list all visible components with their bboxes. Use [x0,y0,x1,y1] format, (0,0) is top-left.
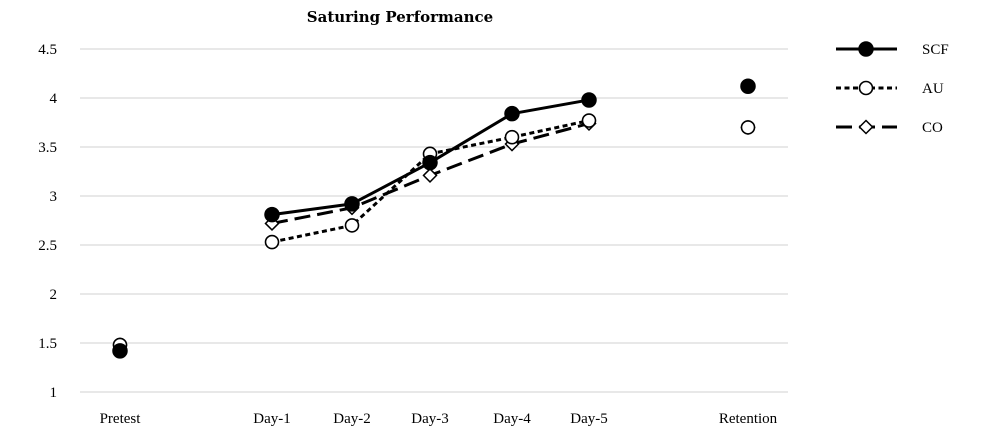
x-tick-label: Day-1 [253,411,291,427]
y-tick-label: 2.5 [38,238,57,254]
x-axis-ticks: Pretest Day-1 Day-2 Day-3 Day-4 Day-5 Retentio… [100,411,778,427]
data-point-scf [264,206,280,223]
x-tick-label: Day-3 [411,411,449,427]
legend-label-au: AU [922,81,944,97]
y-tick-label: 1.5 [38,336,57,352]
y-tick-label: 4.5 [38,42,57,58]
x-tick-label: Day-5 [570,411,608,427]
y-tick-label: 3.5 [38,140,57,156]
x-tick-label: Pretest [100,411,142,427]
data-point-scf [112,343,128,359]
series-au [112,113,756,353]
legend-item-co: CO [836,119,943,136]
data-point-au [264,234,280,250]
data-point-scf [740,78,756,94]
data-point-au [504,129,520,145]
data-point-scf [344,196,360,212]
x-tick-label: Retention [719,411,778,427]
data-point-scf [422,154,438,171]
gridlines [80,48,788,393]
data-point-co [422,167,438,183]
legend-item-au: AU [836,80,944,97]
data-point-au [581,113,597,128]
y-tick-label: 1 [50,385,58,401]
data-point-au [344,218,360,233]
y-tick-label: 4 [50,91,58,107]
series-scf [112,78,756,359]
legend-label-co: CO [922,120,943,136]
x-tick-label: Day-2 [333,411,371,427]
legend-marker-scf [858,41,874,57]
x-tick-label: Day-4 [493,411,531,427]
y-tick-label: 3 [50,189,58,205]
legend-marker-co [858,119,874,135]
legend-item-scf: SCF [836,41,949,58]
legend-marker-au [858,80,874,96]
legend-label-scf: SCF [922,42,949,58]
data-point-au [740,120,756,135]
series-group [112,78,756,359]
data-point-scf [504,105,520,122]
y-axis-ticks: 1 1.5 2 2.5 3 3.5 4 4.5 [38,42,57,401]
chart-title: Saturing Performance [307,8,493,26]
legend: SCF AU CO [836,41,949,136]
data-point-scf [581,92,597,108]
y-tick-label: 2 [50,287,58,303]
